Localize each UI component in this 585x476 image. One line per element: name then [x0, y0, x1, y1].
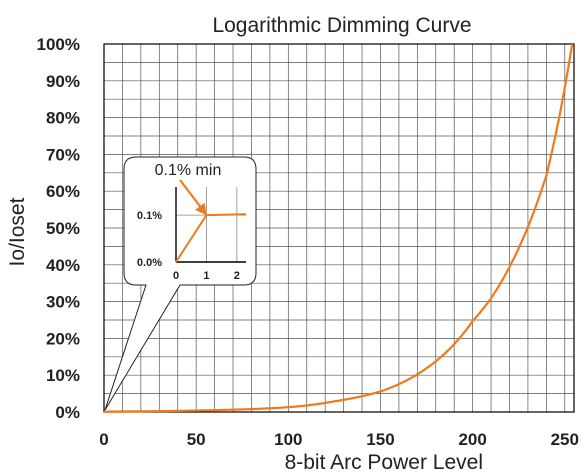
x-tick-label: 100 — [274, 430, 302, 449]
y-tick-label: 40% — [46, 256, 80, 275]
x-axis-title: 8-bit Arc Power Level — [285, 451, 483, 474]
annotation-arrowhead — [195, 202, 207, 216]
inset-x-tick-label: 2 — [234, 270, 240, 282]
chart-title: Logarithmic Dimming Curve — [212, 14, 471, 37]
callout-bubble — [104, 156, 257, 411]
y-tick-label: 50% — [46, 219, 80, 238]
y-tick-label: 80% — [46, 109, 80, 128]
inset-y-tick-label: 0.1% — [137, 210, 162, 222]
y-tick-label: 60% — [46, 182, 80, 201]
y-tick-label: 20% — [46, 329, 80, 348]
y-tick-label: 90% — [46, 72, 80, 91]
y-tick-labels: 0% 10% 20% 30% 40% 50% 60% 70% 80% 90% 100% — [37, 35, 80, 422]
inset-annotation: 0.1% min — [155, 162, 222, 179]
inset-tick-labels: 0.0% 0.1% 0 1 2 — [137, 210, 240, 282]
grid — [104, 44, 574, 412]
x-tick-labels: 0 50 100 150 200 250 — [99, 430, 579, 449]
x-tick-label: 200 — [458, 430, 486, 449]
inset-x-tick-label: 0 — [173, 270, 179, 282]
annotation-arrow — [179, 179, 203, 209]
y-tick-label: 10% — [46, 366, 80, 385]
y-axis-title: Io/Ioset — [6, 197, 29, 266]
y-tick-label: 0% — [55, 403, 80, 422]
y-tick-label: 100% — [37, 35, 80, 54]
plot-frame — [103, 43, 575, 413]
y-tick-label: 30% — [46, 293, 80, 312]
y-tick-label: 70% — [46, 145, 80, 164]
x-tick-label: 50 — [187, 430, 206, 449]
inset-y-tick-label: 0.0% — [137, 257, 162, 269]
inset-callout: 0.1% min 0.0% 0.1% 0 1 2 — [104, 156, 257, 411]
series-line — [103, 43, 574, 414]
x-tick-label: 0 — [99, 430, 108, 449]
x-tick-label: 150 — [366, 430, 394, 449]
inset-axes — [175, 187, 246, 263]
inset-x-tick-label: 1 — [203, 270, 209, 282]
x-tick-label: 250 — [551, 430, 579, 449]
